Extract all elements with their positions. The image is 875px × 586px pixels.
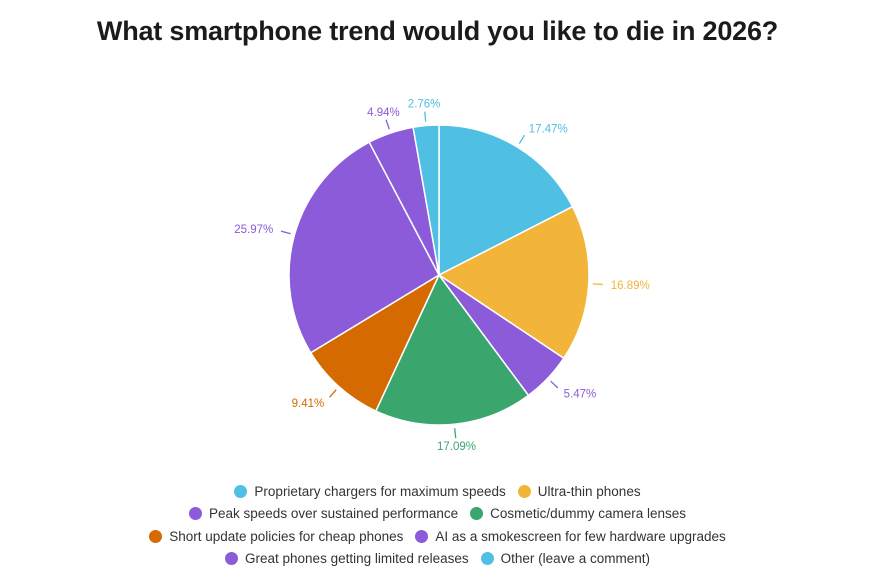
leader-line xyxy=(592,283,603,286)
slice-value-label: 17.09% xyxy=(437,441,476,453)
legend-item[interactable]: Ultra-thin phones xyxy=(517,483,641,499)
slice-value-label: 25.97% xyxy=(234,224,273,236)
legend-item[interactable]: AI as a smokescreen for few hardware upg… xyxy=(415,528,726,544)
legend-swatch-icon xyxy=(234,484,248,498)
pie-slice[interactable] xyxy=(374,273,530,426)
legend-row: Great phones getting limited releases Oth… xyxy=(0,548,875,571)
legend-swatch-icon xyxy=(415,529,429,543)
legend-swatch-icon xyxy=(517,484,531,498)
legend-swatch-icon xyxy=(470,507,484,521)
legend-row: Peak speeds over sustained performance Co… xyxy=(0,503,875,526)
leader-line xyxy=(454,428,457,439)
chart-title: What smartphone trend would you like to … xyxy=(96,16,779,46)
legend-label: Great phones getting limited releases xyxy=(245,551,469,567)
leader-line xyxy=(280,230,291,235)
pie-chart: 17.47% 16.89% 5.47% 17.09% 9.41% 25.97% 4.94% 2… xyxy=(234,99,650,453)
legend-label: Proprietary chargers for maximum speeds xyxy=(254,483,506,499)
legend-item[interactable]: Great phones getting limited releases xyxy=(225,551,469,566)
leader-line xyxy=(385,119,390,130)
slice-value-label: 2.76% xyxy=(408,99,441,111)
legend-label: Other (leave a comment) xyxy=(500,551,650,567)
legend-item[interactable]: Short update policies for cheap phones xyxy=(149,529,403,544)
pie-slice[interactable] xyxy=(412,124,440,276)
leader-line xyxy=(329,389,337,398)
legend-row: Short update policies for cheap phones AI… xyxy=(0,525,875,548)
legend-item[interactable]: Peak speeds over sustained performance xyxy=(189,506,458,521)
slice-value-label: 17.47% xyxy=(529,123,568,135)
pie-slice[interactable] xyxy=(288,141,440,354)
legend-label: AI as a smokescreen for few hardware upg… xyxy=(435,528,726,544)
pie-slice[interactable] xyxy=(309,273,441,413)
legend-row: Proprietary chargers for maximum speeds U… xyxy=(0,480,875,503)
slice-value-label: 5.47% xyxy=(564,388,597,400)
legend-label: Ultra-thin phones xyxy=(537,483,641,499)
pie-slice[interactable] xyxy=(437,205,590,360)
legend-label: Short update policies for cheap phones xyxy=(169,528,404,544)
legend-swatch-icon xyxy=(189,507,203,521)
legend-swatch-icon xyxy=(480,552,494,566)
slice-value-label: 16.89% xyxy=(611,280,650,292)
leader-line xyxy=(424,111,427,122)
legend-item[interactable]: Proprietary chargers for maximum speeds xyxy=(234,483,506,499)
slice-value-label: 9.41% xyxy=(292,398,325,410)
legend-item[interactable]: Other (leave a comment) xyxy=(480,551,650,567)
legend-swatch-icon xyxy=(149,529,163,543)
slice-value-label: 4.94% xyxy=(367,107,400,119)
legend-item[interactable]: Cosmetic/dummy camera lenses xyxy=(470,506,686,521)
pie-slice[interactable] xyxy=(438,124,574,277)
leader-line xyxy=(550,380,559,389)
legend-swatch-icon xyxy=(225,552,239,566)
leader-line xyxy=(518,134,526,144)
chart-legend: Proprietary chargers for maximum speeds U… xyxy=(0,480,875,570)
legend-label: Cosmetic/dummy camera lenses xyxy=(490,506,686,522)
legend-label: Peak speeds over sustained performance xyxy=(209,506,459,522)
